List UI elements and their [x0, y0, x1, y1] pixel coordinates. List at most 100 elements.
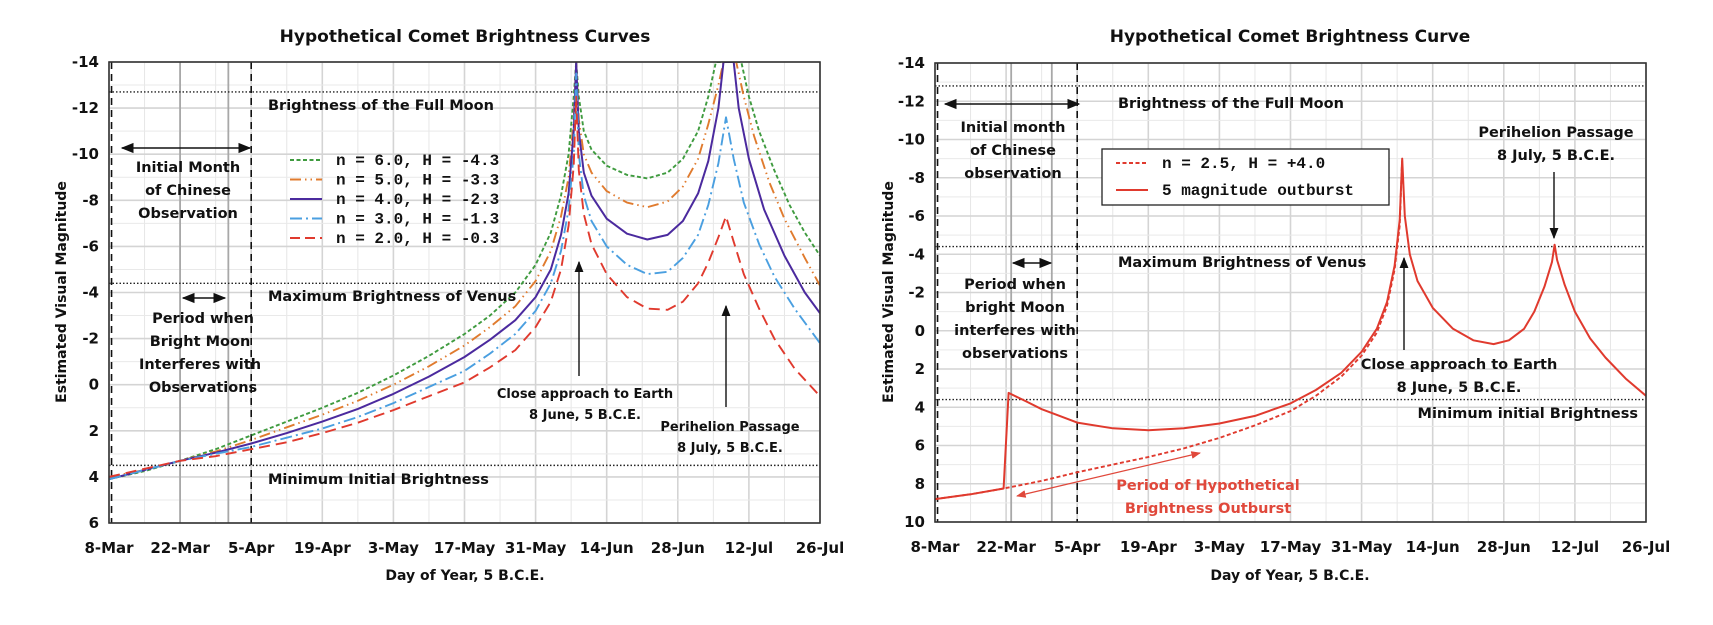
y-tick-label: 2 [89, 422, 99, 440]
chart-1-plot-frame [108, 61, 821, 524]
y-tick-label: -10 [898, 131, 925, 149]
x-tick-label: 26-Jul [1622, 538, 1671, 556]
x-tick-label: 22-Mar [150, 539, 210, 557]
x-tick-label: 14-Jun [580, 539, 634, 557]
chart-2-full-moon-label: Brightness of the Full Moon [1118, 96, 1344, 112]
y-tick-label: -10 [72, 145, 99, 163]
x-tick-label: 12-Jul [725, 539, 774, 557]
chart-1-bright-moon-line-3: Interferes with [139, 357, 261, 373]
chart-2-initial-month-line-1: Initial month [960, 120, 1065, 136]
x-tick-label: 3-May [1194, 538, 1245, 556]
chart-2-bright-moon-line-4: observations [962, 346, 1068, 362]
chart-1-series [109, 62, 820, 481]
chart-2-close-approach-line-1: Close approach to Earth [1361, 357, 1558, 373]
legend-label: n = 4.0, H = -2.3 [336, 191, 499, 209]
y-tick-label: -12 [898, 92, 925, 110]
chart-2-legend-box [1101, 148, 1390, 206]
legend-label: n = 2.0, H = -0.3 [336, 230, 499, 248]
chart-1-full-moon-label: Brightness of the Full Moon [268, 98, 494, 114]
series-line-3 [109, 72, 820, 481]
chart-1-initial-month-line-3: Observation [138, 206, 238, 222]
chart-1-perihelion-line-1: Perihelion Passage [660, 420, 799, 435]
chart-1-vertical-markers [110, 62, 252, 523]
y-tick-label: -14 [898, 54, 925, 72]
y-tick-label: -4 [82, 284, 99, 302]
chart-1-x-ticks: 8-Mar 22-Mar 5-Apr 19-Apr 3-May 17-May 31-May 1… [84, 539, 844, 557]
chart-1-title: Hypothetical Comet Brightness Curves [280, 27, 651, 47]
x-tick-label: 31-May [1331, 538, 1393, 556]
y-tick-label: 6 [89, 514, 99, 532]
x-tick-label: 8-Mar [910, 538, 960, 556]
legend-label: 5 magnitude outburst [1162, 182, 1354, 200]
y-tick-label: -8 [82, 191, 99, 209]
chart-2-x-ticks: 8-Mar 22-Mar 5-Apr 19-Apr 3-May 17-May 31-May 1… [910, 538, 1670, 556]
chart-2-venus-label: Maximum Brightness of Venus [1118, 255, 1366, 271]
legend-label: n = 3.0, H = -1.3 [336, 211, 499, 229]
x-tick-label: 3-May [368, 539, 419, 557]
x-tick-label: 19-Apr [1120, 538, 1177, 556]
legend-label: n = 5.0, H = -3.3 [336, 172, 499, 190]
chart-2-outburst-period-arrow [1016, 451, 1201, 498]
y-tick-label: -6 [908, 207, 925, 225]
series-line-1 [935, 157, 1646, 501]
chart-1-y-ticks: -14 -12 -10 -8 -6 -4 -2 0 2 4 6 [72, 53, 99, 532]
y-tick-label: -2 [82, 330, 99, 348]
chart-1-initial-month-line-2: of Chinese [145, 183, 231, 199]
chart-1-bright-moon-line-4: Observations [149, 380, 257, 396]
y-tick-label: 10 [904, 513, 925, 531]
chart-1-bright-moon-line-2: Bright Moon [150, 334, 251, 350]
chart-2-outburst-line-2: Brightness Outburst [1125, 501, 1291, 517]
y-tick-label: -12 [72, 99, 99, 117]
series-line-4 [109, 95, 820, 478]
chart-1-min-initial-label: Minimum Initial Brightness [268, 472, 489, 488]
chart-1-close-approach-line-2: 8 June, 5 B.C.E. [529, 408, 641, 423]
chart-2-vertical-markers [936, 63, 1078, 522]
chart-2: Hypothetical Comet Brightness Curve -14-… [881, 27, 1670, 584]
chart-1-perihelion-line-2: 8 July, 5 B.C.E. [677, 441, 783, 456]
x-tick-label: 12-Jul [1551, 538, 1600, 556]
chart-2-initial-month-line-2: of Chinese [970, 143, 1056, 159]
x-tick-label: 28-Jun [1477, 538, 1531, 556]
chart-1-venus-label: Maximum Brightness of Venus [268, 289, 516, 305]
chart-1-close-approach-line-1: Close approach to Earth [497, 387, 673, 402]
x-tick-label: 17-May [434, 539, 496, 557]
chart-2-plot-frame [934, 62, 1647, 523]
y-tick-label: -8 [908, 169, 925, 187]
y-tick-label: -2 [908, 284, 925, 302]
chart-2-bright-moon-line-1: Period when [964, 277, 1066, 293]
chart-1-x-axis-label: Day of Year, 5 B.C.E. [385, 568, 544, 584]
legend-label: n = 2.5, H = +4.0 [1162, 155, 1325, 173]
x-tick-label: 31-May [505, 539, 567, 557]
y-tick-label: 4 [89, 468, 99, 486]
chart-2-perihelion-line-1: Perihelion Passage [1478, 125, 1633, 141]
chart-2-perihelion-line-2: 8 July, 5 B.C.E. [1497, 148, 1615, 164]
x-tick-label: 22-Mar [976, 538, 1036, 556]
x-tick-label: 5-Apr [1054, 538, 1101, 556]
x-tick-label: 14-Jun [1406, 538, 1460, 556]
chart-2-reference-lines [935, 85, 1646, 401]
chart-2-bright-moon-line-3: interferes with [954, 323, 1076, 339]
x-tick-label: 26-Jul [796, 539, 845, 557]
y-tick-label: 4 [915, 398, 925, 416]
chart-2-x-axis-label: Day of Year, 5 B.C.E. [1210, 568, 1369, 584]
series-line-0 [935, 158, 1404, 501]
x-tick-label: 8-Mar [84, 539, 134, 557]
y-tick-label: 6 [915, 437, 925, 455]
y-tick-label: 0 [89, 376, 99, 394]
chart-2-initial-month-line-3: observation [964, 166, 1061, 182]
chart-2-y-axis-label: Estimated Visual Magnitude [881, 181, 897, 403]
y-tick-label: 2 [915, 360, 925, 378]
x-tick-label: 19-Apr [294, 539, 351, 557]
chart-1-bright-moon-line-1: Period when [152, 311, 254, 327]
x-tick-label: 5-Apr [228, 539, 275, 557]
legend-label: n = 6.0, H = -4.3 [336, 152, 499, 170]
y-tick-label: 8 [915, 475, 925, 493]
chart-2-y-ticks: -14 -12 -10 -8 -6 -4 -2 0 2 4 6 8 10 [898, 54, 925, 531]
chart-1-y-axis-label: Estimated Visual Magnitude [54, 181, 70, 403]
chart-1-initial-month-line-1: Initial Month [136, 160, 240, 176]
chart-1-reference-lines [109, 91, 820, 467]
chart-1: Hypothetical Comet Brightness Curves -14… [54, 27, 844, 584]
y-tick-label: -14 [72, 53, 99, 71]
chart-1-legend: n = 6.0, H = -4.3 n = 5.0, H = -3.3n = 4.… [290, 152, 499, 248]
